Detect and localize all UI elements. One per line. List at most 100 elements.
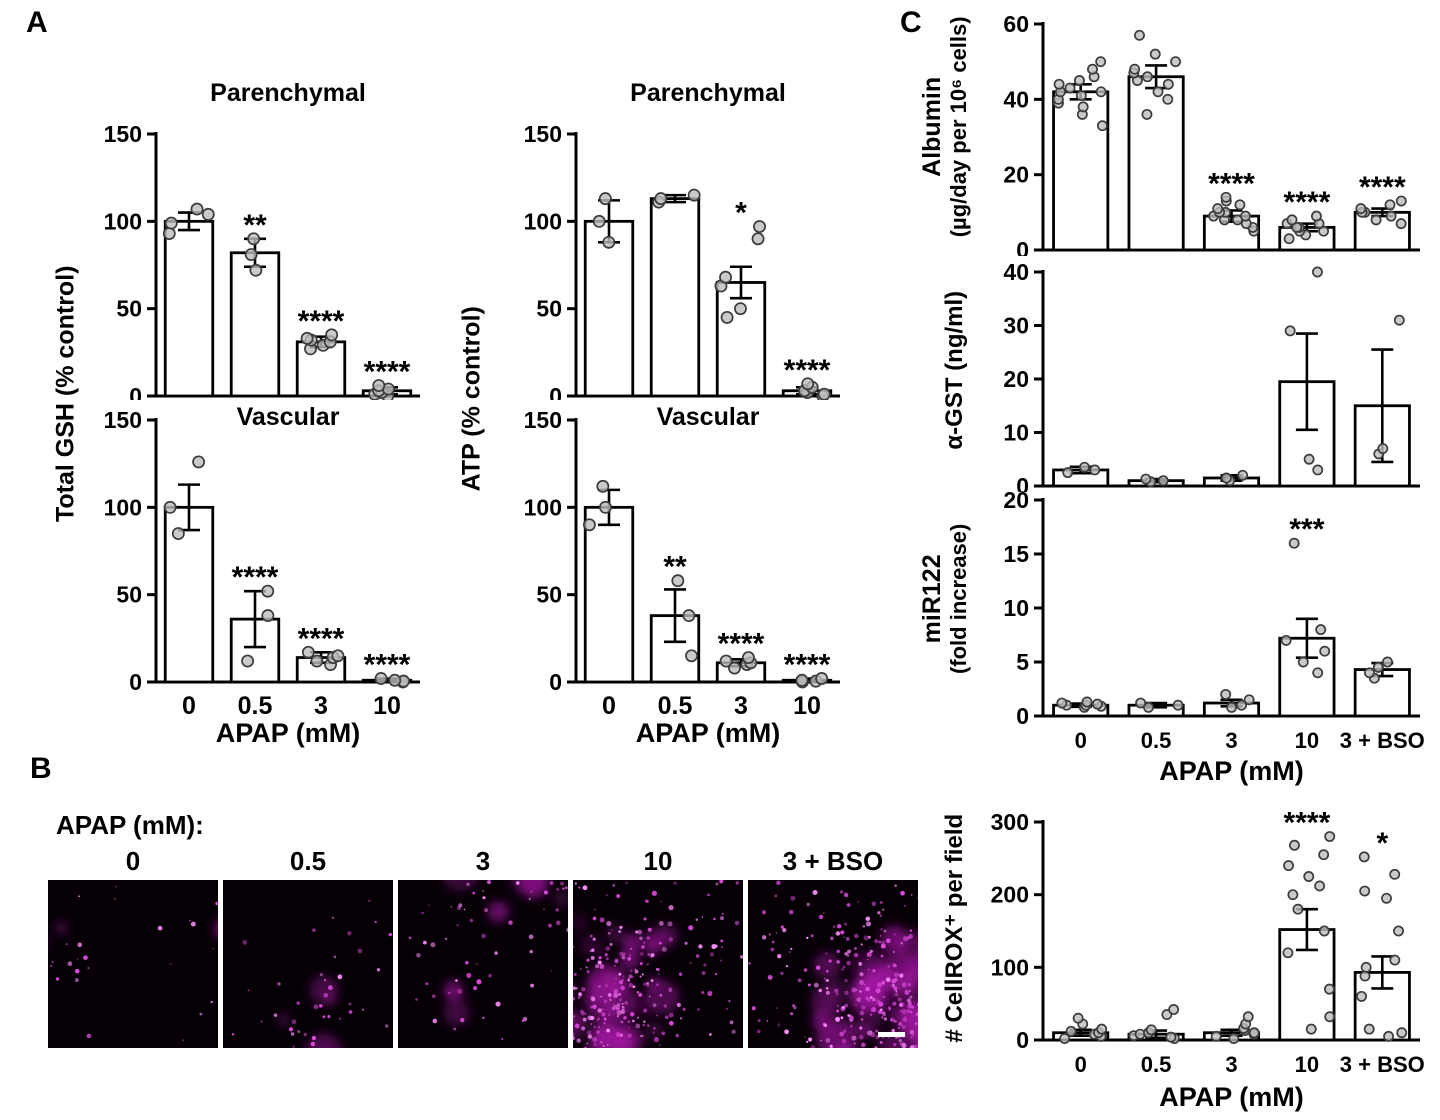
svg-text:0.5: 0.5 bbox=[1141, 1052, 1172, 1077]
svg-text:15: 15 bbox=[1003, 541, 1029, 567]
chart-title: Parenchymal bbox=[630, 79, 786, 107]
svg-text:*: * bbox=[735, 197, 747, 230]
chart-atp-parenchymal: Parenchymal 0 50 100 150 * **** bbox=[512, 78, 850, 400]
chart-alpha-gst: 0 10 20 30 40 bbox=[985, 262, 1430, 492]
chart-albumin: 0 20 40 60 **** **** **** bbox=[985, 6, 1430, 256]
svg-text:10: 10 bbox=[373, 692, 401, 720]
chart-total-gsh-vascular: Vascular 0 50 100 150 **** **** **** 0 0.5 3 10 APA… bbox=[92, 403, 430, 752]
chart-total-gsh-parenchymal: Parenchymal 0 50 100 150 ** **** **** bbox=[92, 78, 430, 400]
total-gsh-vascular-plot: 0 50 100 150 **** **** **** 0 0.5 3 10 APAP (mM) bbox=[92, 406, 430, 752]
albumin-plot: 0 20 40 60 **** **** **** bbox=[985, 6, 1430, 256]
svg-text:100: 100 bbox=[104, 494, 142, 520]
svg-text:0: 0 bbox=[549, 669, 562, 695]
svg-text:100: 100 bbox=[524, 494, 562, 520]
svg-text:0.5: 0.5 bbox=[1141, 728, 1172, 753]
svg-text:APAP (mM): APAP (mM) bbox=[216, 718, 361, 748]
svg-text:APAP (mM): APAP (mM) bbox=[1159, 1082, 1304, 1112]
micrograph-apap-10 bbox=[573, 880, 743, 1048]
svg-text:0: 0 bbox=[549, 383, 562, 400]
chart-title: Parenchymal bbox=[210, 79, 366, 107]
svg-text:100: 100 bbox=[104, 208, 142, 234]
svg-text:0: 0 bbox=[1016, 703, 1029, 729]
svg-text:****: **** bbox=[232, 561, 279, 594]
cellrox-plot: 0 100 200 300 **** * 0 0.5 3 10 3 + BSO APAP (mM) bbox=[985, 812, 1430, 1116]
micrograph-column-1: 0.5 bbox=[223, 846, 393, 1048]
svg-text:****: **** bbox=[1208, 167, 1255, 200]
gsh-axis-label: Total GSH (% control) bbox=[51, 265, 80, 522]
svg-text:150: 150 bbox=[104, 121, 142, 147]
mir122-plot: 0 5 10 15 20 *** 0 0.5 3 10 3 + BSO APAP (mM) bbox=[985, 492, 1430, 790]
svg-text:10: 10 bbox=[1003, 595, 1029, 621]
total-gsh-parenchymal-plot: 0 50 100 150 ** **** **** bbox=[92, 108, 430, 400]
micrograph-label: 3 + BSO bbox=[782, 846, 884, 876]
svg-text:10: 10 bbox=[1003, 420, 1029, 446]
svg-text:0: 0 bbox=[1016, 1027, 1029, 1053]
svg-text:50: 50 bbox=[536, 582, 562, 608]
svg-text:****: **** bbox=[364, 356, 411, 389]
micrograph-apap-3 bbox=[398, 880, 568, 1048]
panel-b-label: B bbox=[30, 752, 52, 785]
svg-text:50: 50 bbox=[536, 296, 562, 322]
atp-parenchymal-plot: 0 50 100 150 * **** bbox=[512, 108, 850, 400]
atp-axis-label: ATP (% control) bbox=[457, 306, 486, 492]
svg-text:****: **** bbox=[1284, 812, 1331, 840]
svg-text:0: 0 bbox=[1075, 728, 1087, 753]
svg-text:40: 40 bbox=[1003, 86, 1029, 112]
svg-text:0: 0 bbox=[1016, 473, 1029, 492]
svg-text:0.5: 0.5 bbox=[658, 692, 693, 720]
svg-text:5: 5 bbox=[1016, 649, 1029, 675]
chart-cellrox: 0 100 200 300 **** * 0 0.5 3 10 3 + BSO APAP (mM) bbox=[985, 812, 1430, 1116]
svg-text:0.5: 0.5 bbox=[238, 692, 273, 720]
svg-text:*: * bbox=[1376, 827, 1388, 860]
svg-text:150: 150 bbox=[524, 407, 562, 433]
svg-text:***: *** bbox=[1289, 513, 1324, 546]
svg-text:****: **** bbox=[1359, 171, 1406, 204]
svg-text:****: **** bbox=[784, 649, 831, 682]
panel-a-label: A bbox=[26, 6, 48, 39]
svg-text:****: **** bbox=[298, 622, 345, 655]
micrograph-strip: 0 0.5 3 10 3 + BSO bbox=[48, 846, 918, 1048]
svg-text:10: 10 bbox=[1295, 728, 1319, 753]
svg-text:50: 50 bbox=[116, 296, 142, 322]
chart-title: Vascular bbox=[656, 403, 760, 431]
mir122-axis-label-line2: (fold increase) bbox=[945, 523, 971, 675]
svg-text:0: 0 bbox=[182, 692, 196, 720]
svg-text:100: 100 bbox=[524, 208, 562, 234]
svg-text:****: **** bbox=[364, 649, 411, 682]
micrograph-label: 10 bbox=[643, 846, 673, 876]
micrograph-label: 0.5 bbox=[289, 846, 327, 876]
panel-c-label: C bbox=[900, 6, 922, 39]
micrograph-column-4: 3 + BSO bbox=[748, 846, 918, 1048]
mir122-axis-label: miR122 (fold increase) bbox=[918, 449, 971, 749]
svg-text:0: 0 bbox=[1016, 237, 1029, 256]
svg-text:150: 150 bbox=[524, 121, 562, 147]
chart-mir122: 0 5 10 15 20 *** 0 0.5 3 10 3 + BSO APAP (mM) bbox=[985, 492, 1430, 790]
svg-text:0: 0 bbox=[129, 669, 142, 695]
svg-text:10: 10 bbox=[793, 692, 821, 720]
svg-text:30: 30 bbox=[1003, 313, 1029, 339]
svg-text:3 + BSO: 3 + BSO bbox=[1340, 728, 1425, 753]
micrograph-column-0: 0 bbox=[48, 846, 218, 1048]
svg-text:40: 40 bbox=[1003, 262, 1029, 285]
svg-text:200: 200 bbox=[991, 882, 1029, 908]
svg-text:0: 0 bbox=[129, 383, 142, 400]
svg-text:50: 50 bbox=[116, 582, 142, 608]
svg-text:****: **** bbox=[1284, 186, 1331, 219]
micrograph-column-2: 3 bbox=[398, 846, 568, 1048]
svg-text:****: **** bbox=[718, 628, 765, 661]
svg-text:100: 100 bbox=[991, 954, 1029, 980]
cellrox-axis-label: # CellROX⁺ per field bbox=[940, 813, 968, 1043]
svg-text:60: 60 bbox=[1003, 11, 1029, 37]
svg-text:APAP (mM): APAP (mM) bbox=[1159, 756, 1304, 786]
micrograph-label: 0 bbox=[125, 846, 141, 876]
apap-row-label: APAP (mM): bbox=[56, 810, 204, 840]
mir122-axis-label-line1: miR122 bbox=[918, 554, 947, 644]
alpha-gst-plot: 0 10 20 30 40 bbox=[985, 262, 1430, 492]
chart-atp-vascular: Vascular 0 50 100 150 ** **** **** 0 0.5 3 10 APAP … bbox=[512, 403, 850, 752]
svg-text:10: 10 bbox=[1295, 1052, 1319, 1077]
svg-text:**: ** bbox=[243, 209, 267, 242]
svg-text:****: **** bbox=[784, 354, 831, 387]
micrograph-apap-3-bso bbox=[748, 880, 918, 1048]
micrograph-column-3: 10 bbox=[573, 846, 743, 1048]
micrograph-label: 3 bbox=[475, 846, 491, 876]
